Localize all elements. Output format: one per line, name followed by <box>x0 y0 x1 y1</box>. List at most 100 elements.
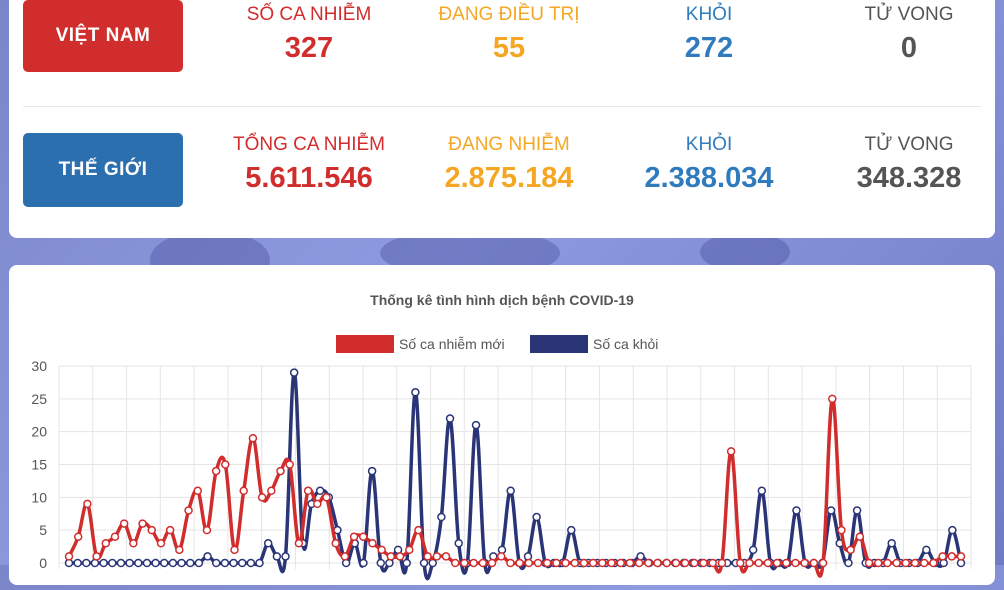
series-infected-point[interactable] <box>460 558 469 568</box>
series-recovered-point[interactable] <box>792 506 801 515</box>
series-infected-point[interactable] <box>690 558 699 568</box>
series-recovered-point[interactable] <box>454 539 463 548</box>
series-recovered-point[interactable] <box>826 506 836 515</box>
series-infected-point[interactable] <box>809 558 819 568</box>
vietnam-badge[interactable]: VIỆT NAM <box>23 0 183 72</box>
series-infected-point[interactable] <box>73 532 83 541</box>
series-infected-point[interactable] <box>855 532 865 541</box>
series-infected-point[interactable] <box>644 558 653 568</box>
series-infected-point[interactable] <box>625 558 635 568</box>
legend-swatch-infected[interactable] <box>336 335 394 353</box>
series-infected-point[interactable] <box>524 558 534 568</box>
series-infected-point[interactable] <box>598 558 607 568</box>
series-infected-point[interactable] <box>423 552 432 561</box>
series-infected-point[interactable] <box>772 558 782 568</box>
series-recovered-point[interactable] <box>116 558 126 568</box>
series-infected-point[interactable] <box>221 460 230 469</box>
series-infected-point[interactable] <box>561 558 570 568</box>
series-infected-point[interactable] <box>579 558 589 568</box>
series-infected-point[interactable] <box>506 558 515 568</box>
series-infected-point[interactable] <box>110 532 120 541</box>
series-infected-point[interactable] <box>717 558 727 568</box>
series-infected-point[interactable] <box>285 460 294 469</box>
series-recovered-point[interactable] <box>263 539 273 548</box>
series-recovered-point[interactable] <box>506 486 515 496</box>
legend-swatch-recovered[interactable] <box>530 335 588 353</box>
series-recovered-point[interactable] <box>315 486 325 496</box>
series-infected-point[interactable] <box>910 558 920 568</box>
series-infected-point[interactable] <box>184 506 193 515</box>
series-infected-point[interactable] <box>469 558 478 568</box>
series-infected-point[interactable] <box>64 552 74 561</box>
series-recovered-point[interactable] <box>567 525 576 535</box>
series-recovered-point[interactable] <box>844 558 853 568</box>
series-infected-point[interactable] <box>542 558 552 568</box>
series-recovered-point[interactable] <box>445 414 455 423</box>
series-infected-point[interactable] <box>386 552 396 561</box>
series-recovered-point[interactable] <box>757 486 767 496</box>
series-infected-point[interactable] <box>267 486 276 496</box>
series-recovered-point[interactable] <box>948 525 957 535</box>
series-recovered-point[interactable] <box>246 558 256 568</box>
series-infected-point[interactable] <box>92 552 101 561</box>
legend-label-infected[interactable]: Số ca nhiễm mới <box>399 336 505 352</box>
series-infected-point[interactable] <box>294 539 304 548</box>
series-infected-point[interactable] <box>404 545 414 555</box>
series-recovered-point[interactable] <box>194 558 204 568</box>
series-infected-point[interactable] <box>726 447 736 456</box>
series-infected-point[interactable] <box>892 558 901 568</box>
series-infected-point[interactable] <box>432 552 442 561</box>
series-infected-point[interactable] <box>119 519 129 528</box>
series-infected-point[interactable] <box>791 558 800 568</box>
series-recovered-point[interactable] <box>108 558 117 568</box>
series-infected-point[interactable] <box>837 525 846 535</box>
series-infected-point[interactable] <box>322 493 331 502</box>
series-infected-point[interactable] <box>938 552 947 561</box>
series-infected-point[interactable] <box>441 552 451 561</box>
series-infected-point[interactable] <box>359 532 368 541</box>
series-infected-point[interactable] <box>616 558 626 568</box>
series-recovered-point[interactable] <box>99 558 108 568</box>
series-infected-point[interactable] <box>919 558 929 568</box>
series-recovered-point[interactable] <box>411 388 420 397</box>
series-infected-point[interactable] <box>680 558 690 568</box>
series-recovered-point[interactable] <box>437 512 446 522</box>
series-infected-point[interactable] <box>349 532 359 541</box>
series-infected-point[interactable] <box>175 545 184 555</box>
series-infected-point[interactable] <box>276 466 285 476</box>
series-infected-point[interactable] <box>202 525 212 535</box>
series-recovered-point[interactable] <box>289 368 299 377</box>
series-infected-point[interactable] <box>873 558 883 568</box>
series-infected-point[interactable] <box>156 539 166 548</box>
series-infected-point[interactable] <box>129 539 138 548</box>
series-recovered-point[interactable] <box>151 558 160 568</box>
series-infected-point[interactable] <box>193 486 202 496</box>
series-infected-point[interactable] <box>653 558 662 568</box>
series-infected-point[interactable] <box>450 558 460 568</box>
series-recovered-point[interactable] <box>125 558 134 568</box>
series-recovered-point[interactable] <box>359 558 368 568</box>
series-infected-point[interactable] <box>83 499 92 509</box>
series-infected-point[interactable] <box>147 525 157 535</box>
series-infected-point[interactable] <box>901 558 911 568</box>
series-recovered-point[interactable] <box>402 558 411 568</box>
series-recovered-point[interactable] <box>922 545 931 555</box>
series-recovered-point[interactable] <box>281 552 290 561</box>
series-infected-point[interactable] <box>487 558 497 568</box>
series-infected-point[interactable] <box>671 558 681 568</box>
series-infected-point[interactable] <box>570 558 580 568</box>
series-recovered-point[interactable] <box>532 512 541 522</box>
series-infected-point[interactable] <box>138 519 147 528</box>
series-recovered-point[interactable] <box>82 558 91 568</box>
series-recovered-point[interactable] <box>255 558 264 568</box>
series-recovered-point[interactable] <box>237 558 247 568</box>
series-recovered-point[interactable] <box>887 539 896 548</box>
series-recovered-point[interactable] <box>367 466 377 476</box>
series-infected-point[interactable] <box>736 558 745 568</box>
series-infected-point[interactable] <box>800 558 809 568</box>
series-infected-point[interactable] <box>101 539 111 548</box>
series-recovered-point[interactable] <box>220 558 230 568</box>
series-infected-point[interactable] <box>395 552 405 561</box>
series-infected-point[interactable] <box>883 558 892 568</box>
series-infected-point[interactable] <box>864 558 874 568</box>
